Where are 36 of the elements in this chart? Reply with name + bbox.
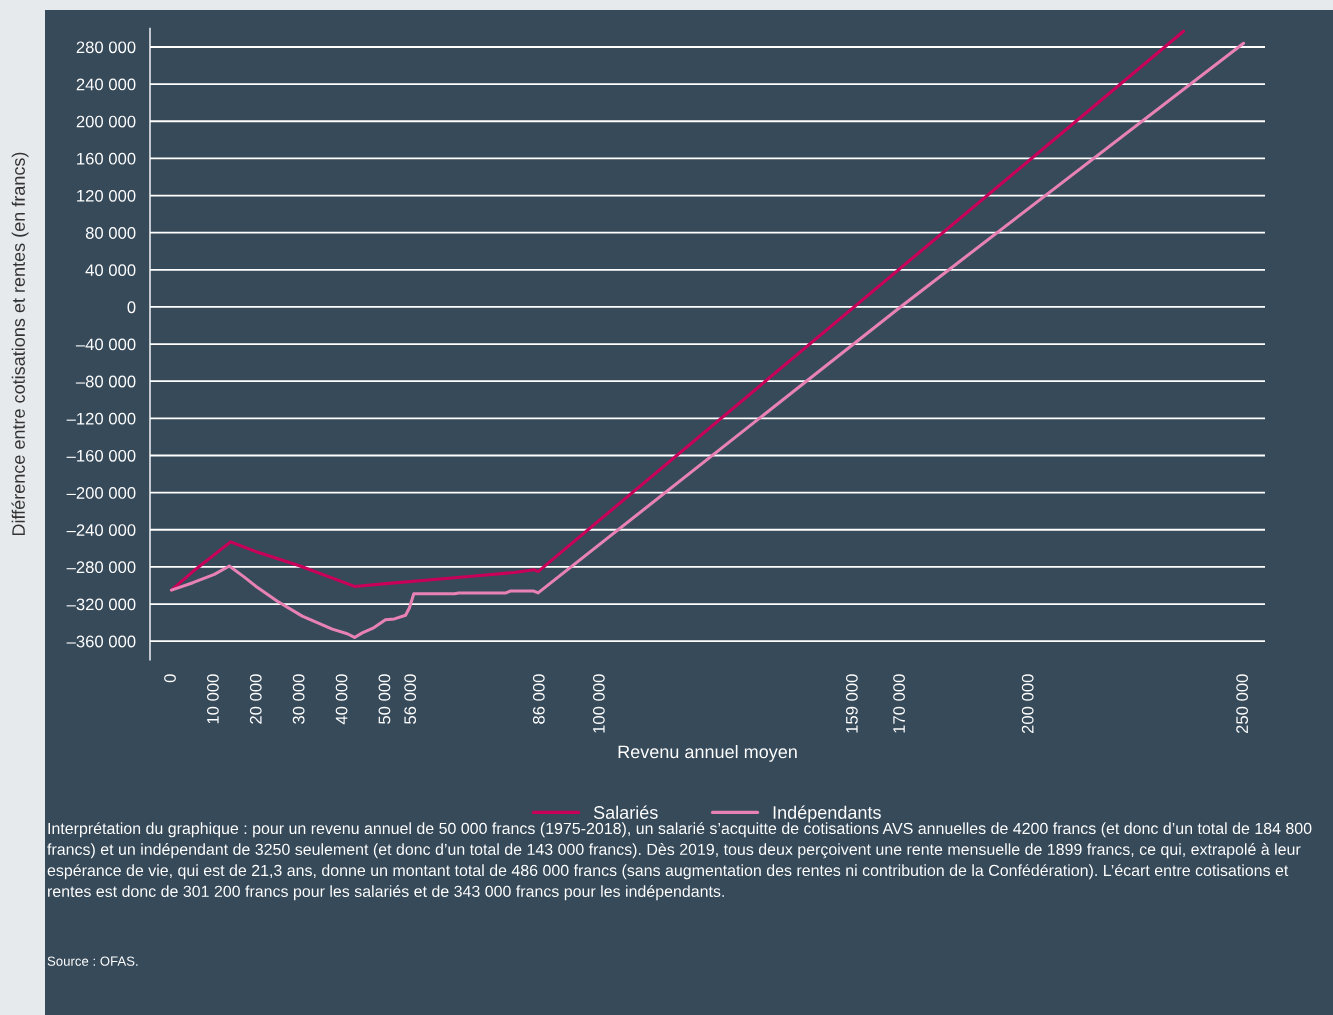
- x-tick-label: 20 000: [249, 674, 262, 724]
- y-tick-label: –280 000: [66, 561, 136, 574]
- y-tick-label: 200 000: [76, 115, 136, 128]
- x-tick-label: 170 000: [893, 674, 905, 733]
- x-tick-label: 40 000: [335, 674, 348, 725]
- x-tick-label: 56 000: [404, 674, 417, 724]
- x-tick-label: 30 000: [292, 674, 305, 724]
- y-tick-label: –240 000: [66, 524, 136, 536]
- y-tick-label: –160 000: [66, 449, 136, 462]
- x-axis-title: Revenu annuel moyen: [618, 744, 797, 762]
- y-tick-label: –360 000: [66, 635, 136, 648]
- x-tick-label: 100 000: [592, 674, 605, 733]
- x-tick-label: 159 000: [845, 674, 858, 733]
- y-tick-label: 40 000: [85, 264, 136, 277]
- y-tick-label: 280 000: [76, 41, 136, 54]
- y-tick-label: 160 000: [77, 152, 136, 165]
- y-tick-label: –320 000: [66, 598, 136, 611]
- x-tick-label: 250 000: [1236, 674, 1249, 734]
- y-axis-title: Différence entre cotisations et rentes (en francs): [11, 152, 29, 536]
- x-tick-label: 0: [164, 674, 176, 683]
- source-note: Source : OFAS.: [47, 956, 138, 966]
- x-tick-label: 10 000: [207, 674, 219, 724]
- y-tick-label: –80 000: [75, 375, 136, 388]
- y-tick-label: –40 000: [75, 338, 136, 351]
- x-tick-label: 200 000: [1021, 674, 1034, 734]
- x-tick-label: 86 000: [532, 674, 545, 724]
- y-tick-label: 80 000: [85, 227, 136, 239]
- y-tick-label: –200 000: [66, 487, 136, 499]
- legend-label: Salariés: [593, 805, 658, 819]
- legend-label: Indépendants: [773, 805, 881, 823]
- text: Interprétation du graphique : pour un revenu annuel de 50 000 francs (1975-2018), un salarié s’acquitte de cotisations AVS annuelles de 4200 francs (et donc d’un total de 184 800 francs) et un indépendant de 3250 seulement (et donc d’un total de 143 000 francs). Dès 2019, tous deux perçoivent une rente mensuelle de 1899 francs, ce qui, extrapolé à leur espérance de vie, qui est de 21,3 ans, donne un montant total de 486 000 francs (sans augmentation des rentes ni contribution de la Confédération). L’écart entre cotisations et rentes est donc de 301 200 francs pour les salariés et de 343 000 francs pour les indépendants.: [47, 822, 1312, 901]
- x-tick-label: 50 000: [378, 674, 391, 724]
- y-tick-label: 120 000: [77, 189, 136, 202]
- y-tick-label: –120 000: [66, 412, 136, 425]
- y-tick-label: 0: [127, 301, 136, 314]
- y-tick-label: 240 000: [76, 78, 136, 91]
